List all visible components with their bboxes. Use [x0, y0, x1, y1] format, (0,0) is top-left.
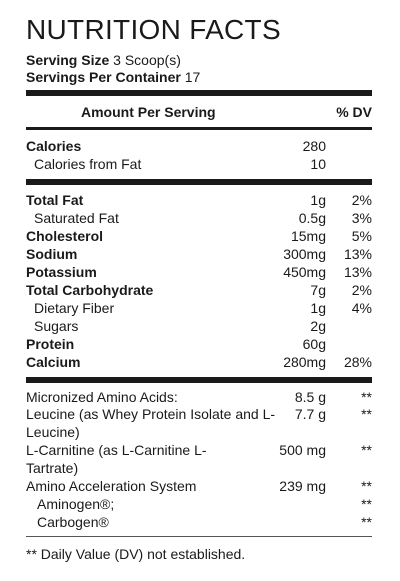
- additional-row: Leucine (as Whey Protein Isolate and L-L…: [26, 405, 372, 441]
- divider: [26, 179, 372, 185]
- row-label: Calories from Fat: [34, 156, 142, 172]
- row-label: Leucine (as Whey Protein Isolate and L-L…: [26, 406, 276, 440]
- row-amount: 239 mg: [279, 478, 326, 494]
- row-label: Carbogen®: [37, 514, 109, 530]
- row-label: Amino Acceleration System: [26, 478, 197, 494]
- amount-per-serving-header: Amount Per Serving: [81, 104, 216, 120]
- divider: [26, 127, 372, 130]
- row-label: Calories: [26, 138, 82, 154]
- servings-per-container-label: Servings Per Container: [26, 69, 181, 85]
- additional-row: Aminogen®; **: [26, 495, 372, 513]
- row-amount: 0.5g: [298, 210, 326, 226]
- footnote: ** Daily Value (DV) not established.: [26, 546, 246, 562]
- row-dv: 28%: [343, 354, 372, 370]
- row-amount: 8.5 g: [294, 389, 326, 405]
- dv-header: % DV: [336, 104, 372, 120]
- row-amount: 2g: [310, 318, 326, 334]
- row-dv: 2%: [351, 282, 372, 298]
- divider: [26, 90, 372, 96]
- row-amount: 450mg: [283, 264, 326, 280]
- row-label: Calcium: [26, 354, 81, 370]
- row-label: Sodium: [26, 246, 78, 262]
- row-amount: 500 mg: [279, 442, 326, 458]
- divider: [26, 377, 372, 383]
- row-label: Micronized Amino Acids:: [26, 389, 178, 405]
- serving-size-label: Serving Size: [26, 52, 110, 68]
- row-amount: 7g: [310, 282, 326, 298]
- row-label: Saturated Fat: [34, 210, 119, 226]
- row-dv: 5%: [351, 228, 372, 244]
- row-label: Potassium: [26, 264, 97, 280]
- row-amount: 1g: [310, 300, 326, 316]
- additional-row: Micronized Amino Acids: 8.5 g **: [26, 388, 372, 406]
- nutrient-row: Potassium 450mg 13%: [26, 263, 372, 281]
- additional-row: L-Carnitine (as L-Carnitine L-Tartrate) …: [26, 441, 372, 477]
- nutrient-row: Protein 60g: [26, 335, 372, 353]
- row-amount: 280mg: [283, 354, 326, 370]
- nutrient-row: Cholesterol 15mg 5%: [26, 227, 372, 245]
- row-dv: **: [361, 389, 372, 405]
- row-label: Total Carbohydrate: [26, 282, 154, 298]
- panel-title: NUTRITION FACTS: [26, 14, 281, 45]
- row-label: Aminogen®;: [37, 496, 115, 512]
- additional-row: Carbogen® **: [26, 513, 372, 531]
- row-label: Total Fat: [26, 192, 84, 208]
- row-amount: 300mg: [283, 246, 326, 262]
- row-amount: 10: [310, 156, 326, 172]
- nutrient-row: Calcium 280mg 28%: [26, 353, 372, 371]
- calories-row: Calories 280: [26, 137, 372, 155]
- serving-size: Serving Size 3 Scoop(s): [26, 51, 181, 69]
- row-dv: 4%: [351, 300, 372, 316]
- nutrient-row: Total Fat 1g 2%: [26, 191, 372, 209]
- row-label: Dietary Fiber: [34, 300, 115, 316]
- calories-from-fat-row: Calories from Fat 10: [26, 155, 372, 173]
- row-label: Protein: [26, 336, 75, 352]
- row-amount: 1g: [310, 192, 326, 208]
- row-dv: **: [361, 496, 372, 512]
- row-dv: **: [361, 406, 372, 422]
- row-dv: 13%: [343, 246, 372, 262]
- nutrient-row: Sodium 300mg 13%: [26, 245, 372, 263]
- nutrient-row: Sugars 2g: [26, 317, 372, 335]
- nutrient-row: Saturated Fat 0.5g 3%: [26, 209, 372, 227]
- row-amount: 15mg: [290, 228, 326, 244]
- row-dv: 2%: [351, 192, 372, 208]
- row-amount: 7.7 g: [294, 406, 326, 422]
- row-amount: 60g: [302, 336, 326, 352]
- row-dv: **: [361, 514, 372, 530]
- row-dv: **: [361, 478, 372, 494]
- row-amount: 280: [302, 138, 326, 154]
- row-dv: 3%: [351, 210, 372, 226]
- row-dv: **: [361, 442, 372, 458]
- row-label: Sugars: [34, 318, 79, 334]
- divider: [26, 536, 372, 537]
- nutrient-row: Dietary Fiber 1g 4%: [26, 299, 372, 317]
- additional-row: Amino Acceleration System 239 mg **: [26, 477, 372, 495]
- nutrient-row: Total Carbohydrate 7g 2%: [26, 281, 372, 299]
- row-label: L-Carnitine (as L-Carnitine L-Tartrate): [26, 442, 207, 476]
- serving-size-value: 3 Scoop(s): [113, 52, 181, 68]
- servings-per-container-value: 17: [184, 69, 201, 85]
- row-dv: 13%: [343, 264, 372, 280]
- row-label: Cholesterol: [26, 228, 104, 244]
- servings-per-container: Servings Per Container 17: [26, 68, 200, 86]
